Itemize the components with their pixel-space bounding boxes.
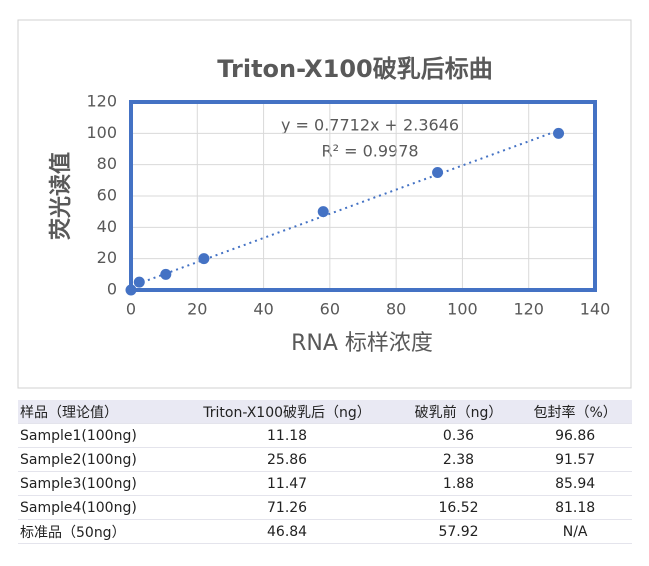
table-cell: 标准品（50ng） [18,519,176,544]
table-cell: Sample4(100ng) [18,495,176,520]
r-squared: R² = 0.9978 [321,142,418,161]
data-point [317,206,329,218]
table-cell: 96.86 [518,423,632,448]
x-tick-label: 80 [386,300,406,319]
y-axis-title: 荧光读值 [48,152,74,240]
table-row: Sample3(100ng) 11.47 1.88 85.94 [18,471,632,496]
table-cell: 71.26 [175,495,399,520]
x-tick-label: 20 [187,300,207,319]
data-point [432,167,444,178]
table-cell: 16.52 [398,495,519,520]
table-cell: 91.57 [518,447,632,472]
table-row: Sample1(100ng) 11.18 0.36 96.86 [18,423,632,448]
x-tick-label: 40 [253,300,273,319]
table-cell: Sample3(100ng) [18,471,176,496]
trendline-equation: y = 0.7712x + 2.3646 [281,116,459,135]
y-tick-label: 60 [97,186,117,205]
table-cell: Sample2(100ng) [18,447,176,472]
header-cell: Triton-X100破乳后（ng） [175,400,399,424]
trendline [130,129,559,288]
y-tick-label: 120 [86,92,117,111]
table-row: Sample4(100ng) 71.26 16.52 81.18 [18,495,632,520]
data-point [553,127,565,139]
table-row: Sample2(100ng) 25.86 2.38 91.57 [18,447,632,472]
table-row: 样品（理论值） Triton-X100破乳后（ng） 破乳前（ng） 包封率（%） [18,400,632,424]
table-cell: N/A [518,519,632,544]
x-tick-label: 60 [320,300,340,319]
table-cell: 57.92 [398,519,519,544]
x-tick-label: 0 [126,300,136,319]
table-cell: 0.36 [398,423,519,448]
table-cell: 2.38 [398,447,519,472]
header-cell: 破乳前（ng） [398,400,519,424]
data-point [133,276,145,288]
table-cell: Sample1(100ng) [18,423,176,448]
results-table: 样品（理论值） Triton-X100破乳后（ng） 破乳前（ng） 包封率（%） Sa… [18,400,632,544]
data-point [125,284,137,296]
chart-title: Triton-X100破乳后标曲 [217,55,492,83]
table-cell: 46.84 [175,519,399,544]
data-point [198,253,210,265]
plot-border [129,100,597,292]
y-tick-label: 40 [97,217,117,236]
y-tick-label: 20 [97,248,117,267]
table-cell: 1.88 [398,471,519,496]
table-cell: 11.18 [175,423,399,448]
y-tick-label: 80 [97,154,117,173]
y-tick-label: 0 [107,280,117,299]
y-tick-label: 100 [86,123,117,142]
table-cell: 25.86 [175,447,399,472]
table-cell: 81.18 [518,495,632,520]
header-cell: 包封率（%） [518,400,632,424]
table-cell: 11.47 [175,471,399,496]
table-cell: 85.94 [518,471,632,496]
chart: Triton-X100破乳后标曲 RNA 标样浓度 荧光读值 y = 0.771… [17,19,632,389]
header-cell: 样品（理论值） [18,400,176,424]
x-axis-title: RNA 标样浓度 [291,331,433,356]
table-row: 标准品（50ng） 46.84 57.92 N/A [18,519,632,544]
x-tick-label: 100 [447,300,478,319]
x-tick-label: 140 [580,300,611,319]
data-point [160,268,172,280]
x-tick-label: 120 [513,300,544,319]
